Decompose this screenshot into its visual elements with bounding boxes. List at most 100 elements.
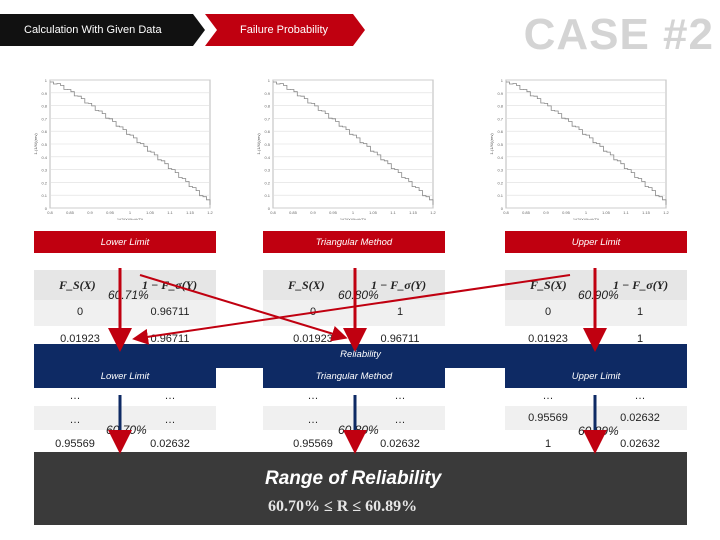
chart-xtick: 0.85 bbox=[522, 210, 531, 215]
chart-xtick: 1.1 bbox=[390, 210, 396, 215]
chart-xtick: 1.15 bbox=[642, 210, 651, 215]
cell-upper-r2c2: 1 bbox=[636, 333, 644, 345]
chart-ytick: 0.4 bbox=[497, 155, 503, 160]
tab-failure-probability[interactable]: Failure Probability bbox=[205, 14, 365, 46]
upper-limit-sublabel: Upper Limit bbox=[571, 371, 621, 382]
cell-upper-b1c2: … bbox=[634, 390, 646, 402]
tab1-label: Calculation With Given Data bbox=[24, 24, 162, 36]
cell-lower-b3c2: 0.02632 bbox=[150, 438, 190, 450]
percent-upper: 60.90% bbox=[578, 288, 619, 302]
percent-triangular: 60.80% bbox=[338, 288, 379, 302]
cell-upper-b3c1: 1 bbox=[544, 438, 552, 450]
chart-xtick: 0.9 bbox=[543, 210, 549, 215]
chart-xtick: 0.95 bbox=[106, 210, 115, 215]
chart-ytick: 0.3 bbox=[41, 168, 47, 173]
case-title: CASE #2 bbox=[523, 10, 714, 59]
tab2-label: Failure Probability bbox=[240, 24, 329, 36]
chart-step-line bbox=[50, 81, 211, 205]
chart-ytick: 1 bbox=[501, 78, 504, 83]
chart-xtick: 1.2 bbox=[663, 210, 669, 215]
triangular-method-sublabel: Triangular Method bbox=[315, 371, 393, 382]
chart-ytick: 0.6 bbox=[264, 129, 270, 134]
lower-limit-bar: Lower Limit bbox=[34, 231, 216, 253]
reliability-chart-upper: 1 0.9 0.8 0.7 0.6 0.5 0.4 0.3 0.2 0.1 0 0.8 0.85 0.9 0… bbox=[488, 75, 673, 222]
chart-xtick: 1.05 bbox=[369, 210, 378, 215]
cell-upper-b3c2: 0.02632 bbox=[620, 438, 660, 450]
chart-ytick: 1 bbox=[45, 78, 48, 83]
chart-ytick: 0.6 bbox=[497, 129, 503, 134]
cell-tri-b2c1: … bbox=[307, 414, 319, 426]
chart-ytick: 0.2 bbox=[497, 180, 503, 185]
cell-upper-b1c1: … bbox=[542, 390, 554, 402]
chart-ylabel: 1-(1/Xi)(rev) bbox=[489, 133, 494, 155]
arrow-cross-1 bbox=[139, 274, 348, 342]
table-row bbox=[34, 406, 216, 430]
cell-tri-b1c1: … bbox=[307, 390, 319, 402]
chart-ytick: 0.6 bbox=[41, 129, 47, 134]
percent-lower: 60.71% bbox=[108, 288, 149, 302]
cell-lower-r1c1: 0 bbox=[76, 306, 84, 318]
cell-upper-r2c1: 0.01923 bbox=[528, 333, 568, 345]
chart-ytick: 0.9 bbox=[264, 91, 270, 96]
col-header-fs: F_S(X) bbox=[59, 278, 96, 292]
chart-xtick: 1.1 bbox=[167, 210, 173, 215]
chart-ytick: 0.2 bbox=[264, 180, 270, 185]
reliability-chart-lower: 1 0.9 0.8 0.7 0.6 0.5 0.4 0.3 0.2 0.1 0 0.8 0.85 0.9 0… bbox=[32, 75, 217, 222]
chart-xtick: 0.8 bbox=[503, 210, 509, 215]
range-title: Range of Reliability bbox=[265, 468, 442, 489]
chart-xtick: 1.1 bbox=[623, 210, 629, 215]
chart-ytick: 0.7 bbox=[264, 116, 270, 121]
chart-ytick: 0.7 bbox=[41, 116, 47, 121]
chart-xtick: 0.95 bbox=[562, 210, 571, 215]
chart-xtick: 1.2 bbox=[430, 210, 436, 215]
triangular-method-label: Triangular Method bbox=[315, 236, 393, 248]
chart-ytick: 0.4 bbox=[41, 155, 47, 160]
table-header-lower: F_S(X) 1 − F_σ(Y) bbox=[34, 270, 216, 300]
reliability-chart-triangular: 1 0.9 0.8 0.7 0.6 0.5 0.4 0.3 0.2 0.1 0 0.8 0.85 0.9 0… bbox=[255, 75, 440, 222]
cell-tri-r1c2: 1 bbox=[396, 306, 404, 318]
table-row bbox=[34, 300, 216, 326]
chart-svg: 10.90.80.70.60.50.40.30.20.100.8 0.85 0.9 0… bbox=[33, 78, 214, 222]
chart-xlabel: 1/(3(Xi/Xg))(Ti) bbox=[573, 217, 600, 220]
cell-upper-b2c1: 0.95569 bbox=[528, 412, 568, 424]
range-panel bbox=[34, 452, 687, 525]
chart-xtick: 0.9 bbox=[310, 210, 316, 215]
chart-ytick: 0.2 bbox=[41, 180, 47, 185]
chart-ytick: 0.5 bbox=[264, 142, 270, 147]
tab-calculation-with-given-data[interactable]: Calculation With Given Data bbox=[0, 14, 205, 46]
chart-xtick: 1 bbox=[129, 210, 132, 215]
chart-ytick: 0 bbox=[268, 206, 271, 211]
chart-step-line bbox=[506, 81, 667, 205]
chart-xtick: 1 bbox=[585, 210, 588, 215]
chart-svg: 10.90.80.70.60.50.40.30.20.100.8 0.85 0.9 0… bbox=[489, 78, 670, 222]
chart-ytick: 0 bbox=[501, 206, 504, 211]
chart-ytick: 0.4 bbox=[264, 155, 270, 160]
triangular-method-bar: Triangular Method bbox=[263, 231, 445, 253]
chart-step-line bbox=[273, 81, 434, 205]
cell-upper-r1c2: 1 bbox=[636, 306, 644, 318]
arrow-cross-2 bbox=[132, 274, 571, 345]
chart-xtick: 1.2 bbox=[207, 210, 213, 215]
chart-xtick: 0.9 bbox=[87, 210, 93, 215]
chart-ylabel: 1-(1/Xi)(rev) bbox=[256, 133, 261, 155]
cell-lower-r1c2: 0.96711 bbox=[150, 306, 190, 318]
cell-lower-b1c1: … bbox=[69, 390, 81, 402]
chart-xtick: 1.15 bbox=[409, 210, 418, 215]
cell-tri-r2c1: 0.01923 bbox=[293, 333, 333, 345]
chart-ytick: 0.1 bbox=[264, 193, 270, 198]
reliability-label: Reliability bbox=[340, 349, 381, 360]
chart-xtick: 0.95 bbox=[329, 210, 338, 215]
chart-xtick: 0.85 bbox=[289, 210, 298, 215]
range-expression: 60.70% ≤ R ≤ 60.89% bbox=[268, 498, 418, 515]
cell-tri-b1c2: … bbox=[394, 390, 406, 402]
cell-lower-b2c1: … bbox=[69, 414, 81, 426]
chart-svg: 10.90.80.70.60.50.40.30.20.100.8 0.85 0.9 0… bbox=[256, 78, 437, 222]
cell-lower-b2c2: … bbox=[164, 414, 176, 426]
cell-tri-b2c2: … bbox=[394, 414, 406, 426]
chart-ytick: 0.5 bbox=[41, 142, 47, 147]
col-header-fs: F_S(X) bbox=[530, 278, 567, 292]
upper-limit-subbar: Upper Limit bbox=[505, 366, 687, 388]
col-header-failure: 1 − F_σ(Y) bbox=[613, 278, 669, 292]
chart-ytick: 0.7 bbox=[497, 116, 503, 121]
